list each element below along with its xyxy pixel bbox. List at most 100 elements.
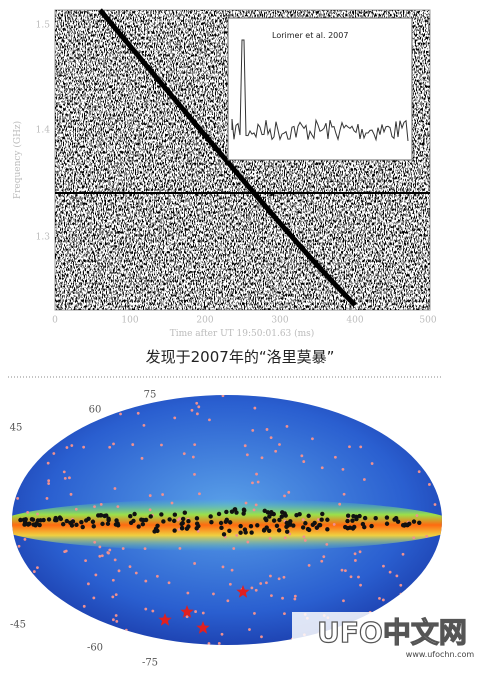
pink-dot <box>103 630 107 634</box>
black-dot <box>136 524 141 529</box>
x-tick-label: 300 <box>271 316 288 326</box>
black-dot <box>209 519 214 525</box>
pink-dot <box>47 479 51 483</box>
pink-dot <box>401 552 405 556</box>
pink-dot <box>37 412 41 416</box>
latitude-label: -75 <box>142 658 158 669</box>
black-dot <box>80 524 85 530</box>
pink-dot <box>256 480 260 484</box>
pink-dot <box>17 544 21 548</box>
pink-dot <box>176 518 180 522</box>
pink-dot <box>148 494 152 497</box>
pink-dot <box>232 547 236 550</box>
pink-dot <box>142 423 146 427</box>
pink-dot <box>265 581 268 585</box>
pink-dot <box>415 441 419 445</box>
pink-dot <box>58 623 61 627</box>
pink-dot <box>116 505 120 509</box>
black-dot <box>186 518 191 524</box>
black-dot <box>400 522 406 528</box>
black-dot <box>148 514 153 519</box>
pink-dot <box>140 456 144 460</box>
black-dot <box>128 514 133 519</box>
pink-dot <box>395 402 399 406</box>
pink-dot <box>46 461 50 465</box>
pink-dot <box>114 614 118 617</box>
pink-dot <box>71 413 75 417</box>
pink-dot <box>35 395 39 397</box>
pink-dot <box>370 414 374 418</box>
black-dot <box>104 513 109 518</box>
black-dot <box>64 518 70 524</box>
pink-dot <box>344 569 347 573</box>
pink-dot <box>404 395 408 397</box>
pink-dot <box>288 532 292 536</box>
black-dot <box>131 518 136 524</box>
pink-dot <box>269 436 273 440</box>
black-dot <box>306 527 312 533</box>
pink-dot <box>338 502 342 506</box>
pink-dot <box>285 424 289 428</box>
x-tick-label: 200 <box>196 316 213 326</box>
pink-dot <box>79 424 83 428</box>
pink-dot <box>415 514 419 517</box>
black-dot <box>393 516 399 521</box>
black-dot <box>18 517 23 523</box>
pink-dot <box>300 454 304 458</box>
pink-dot <box>69 492 73 496</box>
black-dot <box>325 517 330 522</box>
pink-dot <box>121 547 125 550</box>
pink-dot <box>301 518 305 522</box>
pink-dot <box>378 596 381 600</box>
black-dot <box>354 516 359 522</box>
pink-dot <box>357 575 360 579</box>
pink-dot <box>52 452 56 455</box>
pink-dot <box>332 523 336 526</box>
pink-dot <box>396 440 399 444</box>
pink-dot <box>268 537 272 540</box>
pink-dot <box>388 570 392 574</box>
pink-dot <box>243 444 247 448</box>
burst-star <box>158 613 172 626</box>
y-tick-label: 1.5 <box>36 21 51 31</box>
pink-dot <box>320 559 324 563</box>
black-dot <box>345 518 350 524</box>
pink-dot <box>282 575 286 579</box>
black-dot <box>172 518 177 524</box>
pink-dot <box>26 511 30 514</box>
black-dot <box>227 520 233 525</box>
pink-dot <box>24 584 28 587</box>
black-dot <box>300 525 306 530</box>
pink-dot <box>186 591 190 595</box>
pink-dot <box>248 628 251 631</box>
pink-dot <box>381 598 385 602</box>
pink-dot <box>254 503 258 507</box>
pink-dot <box>404 426 407 430</box>
pink-dot <box>198 492 201 496</box>
spectrum-plot: Lorimer et al. 2007 1.5 1.4 1.3 Frequenc… <box>12 8 437 339</box>
pink-dot <box>399 583 403 587</box>
black-dot <box>263 516 268 521</box>
burst-star <box>180 605 194 618</box>
pink-dot <box>146 639 149 643</box>
pink-dot <box>422 571 426 575</box>
pink-dot <box>302 460 306 463</box>
black-dot <box>265 510 271 515</box>
black-dot <box>180 520 185 526</box>
pink-dot <box>32 416 36 420</box>
x-tick-label: 400 <box>346 316 363 326</box>
pink-dot <box>348 445 351 449</box>
pink-dot <box>66 432 70 436</box>
pink-dot <box>56 404 60 408</box>
pink-dot <box>134 571 138 575</box>
pink-dot <box>253 406 257 410</box>
pink-dot <box>29 419 33 423</box>
pink-dot <box>382 564 385 568</box>
pink-dot <box>136 411 140 415</box>
black-dot <box>345 526 350 531</box>
pink-dot <box>190 408 194 412</box>
black-dot <box>105 521 111 526</box>
pink-dot <box>389 604 393 608</box>
pink-dot <box>362 478 366 481</box>
black-dot <box>61 521 66 527</box>
